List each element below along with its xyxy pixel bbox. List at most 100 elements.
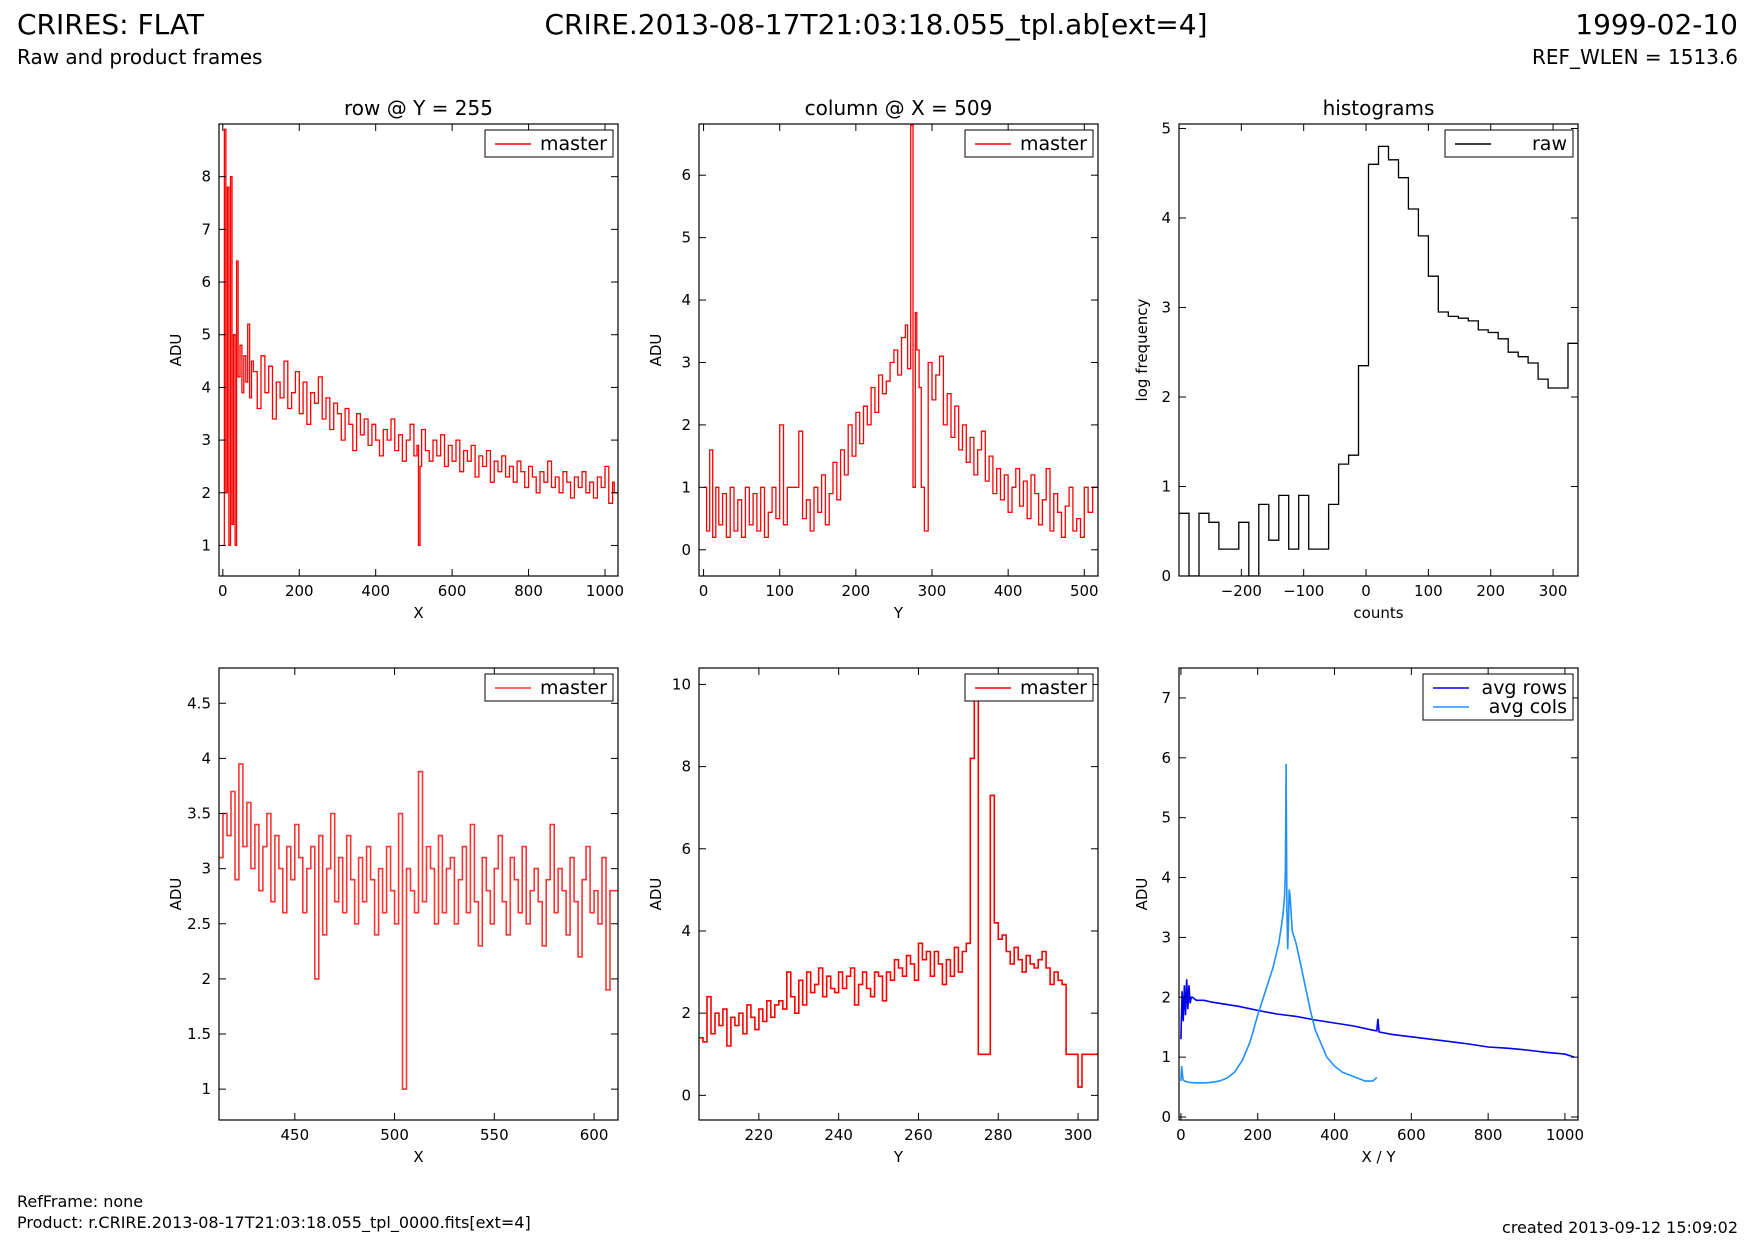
chart-panel-6: 0 200 400 600 800 1000 0 1 2 3 4 5 6 7 X / Y ADU avg row… bbox=[1133, 667, 1584, 1166]
x-tick-label: 500 bbox=[1070, 582, 1099, 600]
series-line-master bbox=[699, 696, 1098, 1088]
y-tick-label: 10 bbox=[672, 675, 691, 693]
y-tick-label: 3 bbox=[1161, 298, 1171, 316]
y-tick-label: 5 bbox=[201, 326, 211, 344]
series-line-master bbox=[219, 763, 618, 1090]
y-tick-label: 7 bbox=[201, 220, 211, 238]
ref-wlen-label: REF_WLEN = 1513.6 bbox=[1531, 45, 1738, 69]
y-tick-label: 0 bbox=[1161, 567, 1171, 585]
date-title: 1999-02-10 bbox=[1575, 8, 1738, 41]
y-tick-label: 2 bbox=[1161, 988, 1171, 1006]
legend-label: master bbox=[540, 133, 607, 155]
ref-frame-label: RefFrame: none bbox=[17, 1192, 144, 1211]
y-tick-label: 3 bbox=[1161, 928, 1171, 946]
y-tick-label: 1 bbox=[201, 536, 211, 554]
file-title: CRIRE.2013-08-17T21:03:18.055_tpl.ab[ext… bbox=[544, 8, 1208, 41]
y-tick-label: 2 bbox=[201, 484, 211, 502]
series-line-raw bbox=[1179, 145, 1578, 576]
x-tick-label: 800 bbox=[1474, 1126, 1503, 1144]
y-tick-label: 3.5 bbox=[187, 805, 211, 823]
x-tick-label: 0 bbox=[699, 582, 709, 600]
y-tick-label: 0 bbox=[1161, 1108, 1171, 1126]
y-axis-label: ADU bbox=[1133, 878, 1151, 911]
x-tick-label: −100 bbox=[1283, 582, 1324, 600]
x-tick-label: 500 bbox=[380, 1126, 409, 1144]
y-tick-label: 4 bbox=[1161, 209, 1171, 227]
y-tick-label: 1 bbox=[201, 1080, 211, 1098]
x-tick-label: 200 bbox=[285, 582, 314, 600]
x-tick-label: 260 bbox=[904, 1126, 933, 1144]
x-tick-label: 600 bbox=[580, 1126, 609, 1144]
x-tick-label: 240 bbox=[824, 1126, 853, 1144]
x-tick-label: 400 bbox=[361, 582, 390, 600]
y-tick-label: 5 bbox=[681, 229, 691, 247]
y-tick-label: 6 bbox=[201, 273, 211, 291]
x-tick-label: 0 bbox=[1361, 582, 1371, 600]
x-tick-label: 100 bbox=[765, 582, 794, 600]
y-tick-label: 8 bbox=[681, 758, 691, 776]
x-tick-label: 800 bbox=[514, 582, 543, 600]
y-axis-label: ADU bbox=[647, 878, 665, 911]
chart-title: column @ X = 509 bbox=[805, 96, 993, 120]
y-tick-label: 3 bbox=[681, 353, 691, 371]
chart-panel-5: 220 240 260 280 300 0 2 4 6 8 10 Y ADU master bbox=[647, 667, 1099, 1166]
legend-label: master bbox=[1020, 133, 1087, 155]
legend-label: avg cols bbox=[1489, 696, 1567, 718]
x-axis-label: counts bbox=[1353, 604, 1403, 622]
x-axis-label: X bbox=[413, 1148, 423, 1166]
legend: raw bbox=[1444, 129, 1574, 158]
x-tick-label: −200 bbox=[1221, 582, 1262, 600]
plot-frame bbox=[1178, 123, 1579, 577]
y-tick-label: 4 bbox=[1161, 869, 1171, 887]
x-tick-label: 220 bbox=[745, 1126, 774, 1144]
chart-title: row @ Y = 255 bbox=[344, 96, 493, 120]
x-tick-label: 300 bbox=[918, 582, 947, 600]
y-axis-label: log frequency bbox=[1133, 298, 1151, 401]
x-tick-label: 0 bbox=[218, 582, 228, 600]
plot-frame bbox=[218, 667, 619, 1121]
x-tick-label: 1000 bbox=[586, 582, 624, 600]
y-tick-label: 1 bbox=[1161, 477, 1171, 495]
y-tick-label: 3 bbox=[201, 431, 211, 449]
y-tick-label: 0 bbox=[681, 1086, 691, 1104]
x-tick-label: 280 bbox=[984, 1126, 1013, 1144]
x-axis-label: Y bbox=[893, 604, 904, 622]
y-tick-label: 1.5 bbox=[187, 1025, 211, 1043]
y-tick-label: 2 bbox=[1161, 388, 1171, 406]
plot-frame bbox=[698, 123, 1099, 577]
y-axis-label: ADU bbox=[167, 878, 185, 911]
chart-panel-3: −200 −100 0 100 200 300 0 1 2 3 4 5 histograms counts… bbox=[1133, 96, 1579, 622]
y-tick-label: 1 bbox=[681, 478, 691, 496]
x-axis-label: X / Y bbox=[1361, 1148, 1396, 1166]
legend: master bbox=[484, 129, 614, 158]
y-tick-label: 7 bbox=[1161, 689, 1171, 707]
y-axis-label: ADU bbox=[167, 334, 185, 367]
report-title: CRIRES: FLAT bbox=[17, 8, 204, 41]
x-tick-label: 300 bbox=[1064, 1126, 1093, 1144]
plot-frame bbox=[698, 667, 1099, 1121]
plot-frame bbox=[1178, 667, 1579, 1121]
y-tick-label: 6 bbox=[681, 840, 691, 858]
y-tick-label: 5 bbox=[1161, 809, 1171, 827]
y-tick-label: 1 bbox=[1161, 1048, 1171, 1066]
legend-label: master bbox=[540, 677, 607, 699]
legend-box bbox=[1422, 673, 1574, 721]
y-tick-label: 6 bbox=[681, 166, 691, 184]
report-subtitle: Raw and product frames bbox=[17, 45, 263, 69]
chart-panel-4: 450 500 550 600 1 1.5 2 2.5 3 3.5 4 4.5 X ADU master bbox=[167, 667, 619, 1166]
series-line-master bbox=[703, 124, 1098, 538]
y-tick-label: 4.5 bbox=[187, 694, 211, 712]
x-tick-label: 300 bbox=[1539, 582, 1568, 600]
y-tick-label: 4 bbox=[201, 378, 211, 396]
legend: master bbox=[964, 673, 1094, 702]
x-tick-label: 0 bbox=[1176, 1126, 1186, 1144]
y-tick-label: 2 bbox=[201, 970, 211, 988]
x-axis-label: Y bbox=[893, 1148, 904, 1166]
y-tick-label: 4 bbox=[201, 749, 211, 767]
y-tick-label: 2 bbox=[681, 416, 691, 434]
legend-label: avg rows bbox=[1482, 677, 1567, 699]
y-tick-label: 2 bbox=[681, 1004, 691, 1022]
y-tick-label: 6 bbox=[1161, 749, 1171, 767]
x-tick-label: 400 bbox=[994, 582, 1023, 600]
